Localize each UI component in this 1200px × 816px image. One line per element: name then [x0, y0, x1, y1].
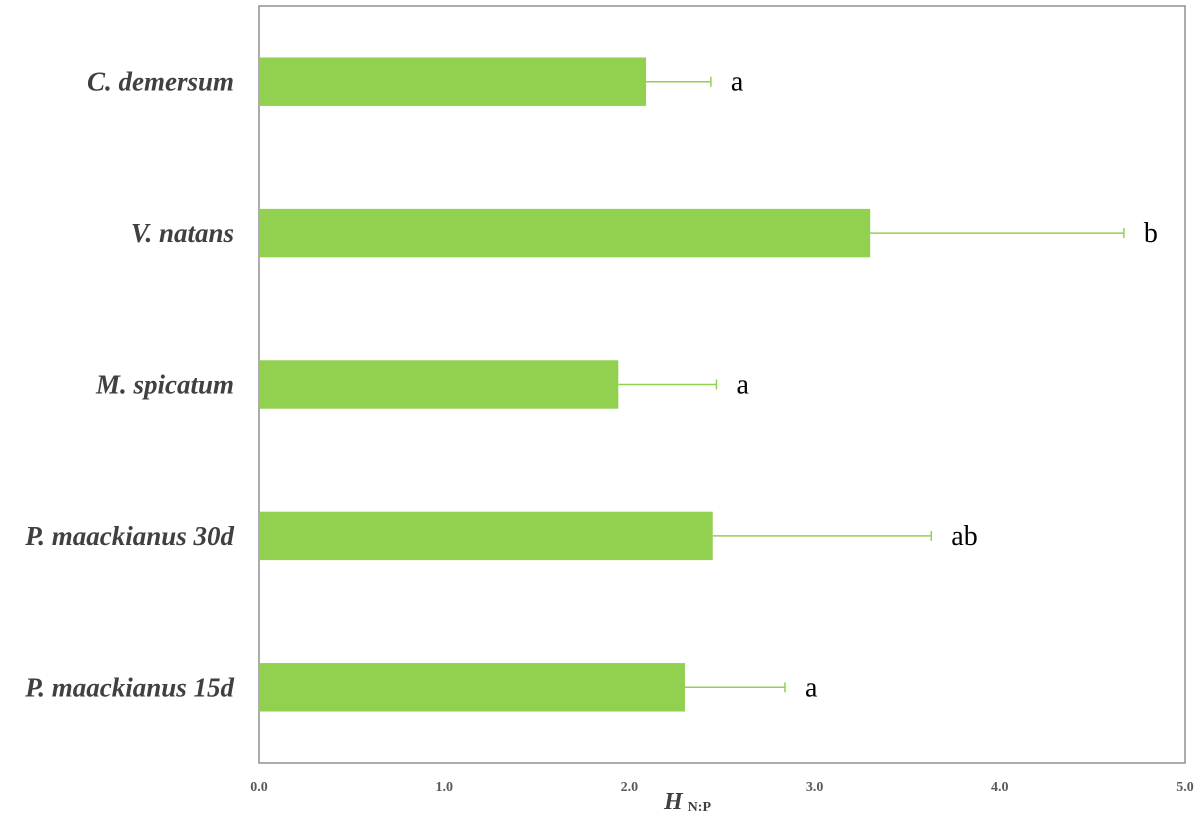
x-tick-label-1: 1.0 — [435, 780, 453, 795]
ticks-layer: 0.0 1.0 2.0 3.0 4.0 5.0 — [250, 780, 1194, 795]
x-axis-title-main: H — [663, 789, 684, 815]
bar-4 — [259, 663, 685, 712]
significance-letter-0: a — [731, 67, 744, 98]
x-tick-label-5: 5.0 — [1176, 780, 1194, 795]
x-tick-label-4: 4.0 — [991, 780, 1009, 795]
bars-layer — [259, 57, 1125, 712]
category-label-4: P. maackianus 15d — [24, 672, 234, 702]
bar-0 — [259, 57, 647, 106]
category-label-1: V. natans — [131, 218, 234, 248]
x-tick-label-2: 2.0 — [621, 780, 639, 795]
labels-layer: C. demersum a V. natans b M. spicatum a P. maa… — [24, 67, 1158, 704]
x-axis-title-subscript: N:P — [688, 800, 712, 815]
x-tick-label-3: 3.0 — [806, 780, 824, 795]
significance-letter-2: a — [736, 370, 749, 401]
significance-letter-1: b — [1144, 218, 1158, 249]
significance-letter-4: a — [805, 672, 818, 703]
category-label-3: P. maackianus 30d — [24, 521, 234, 551]
category-label-0: C. demersum — [87, 67, 234, 97]
x-axis-title: H N:P — [663, 789, 711, 815]
x-tick-label-0: 0.0 — [250, 780, 268, 795]
bar-1 — [259, 208, 871, 258]
category-label-2: M. spicatum — [95, 370, 234, 400]
bar-3 — [259, 511, 713, 561]
significance-letter-3: ab — [951, 521, 977, 552]
bar-2 — [259, 360, 619, 409]
